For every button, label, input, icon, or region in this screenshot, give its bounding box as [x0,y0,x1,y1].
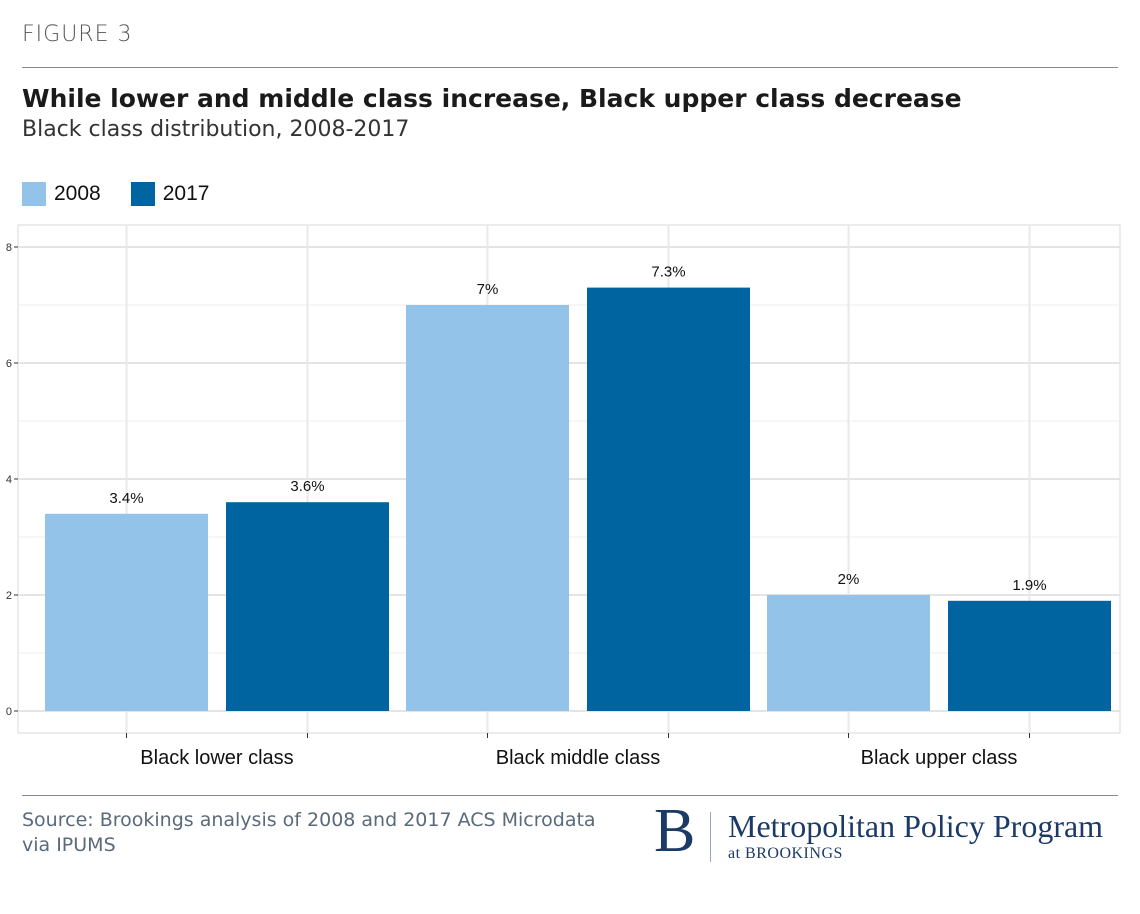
y-tick-label: 8 [6,242,12,254]
top-divider [22,67,1118,68]
bar-2008-black-upper-class [767,595,930,711]
chart-subtitle: Black class distribution, 2008-2017 [22,117,410,142]
legend-swatch-2017 [130,182,155,206]
legend-label-2008: 2008 [54,182,101,205]
logo-main-text: Metropolitan Policy Program [728,808,1104,844]
y-tick-label: 4 [6,474,12,486]
bar-value-label: 7.3% [651,264,685,281]
x-category-label: Black middle class [496,747,661,769]
source-note: Source: Brookings analysis of 2008 and 2… [22,809,596,856]
bar-value-label: 3.6% [290,478,324,495]
figure-label: FIGURE 3 [22,22,133,47]
legend-item-2017: 2017 [130,182,210,206]
bar-chart: 0 2 4 6 8 3.4% 3.6% 7% 7.3% 2% 1.9% Black lower cla… [6,224,1121,769]
x-category-label: Black upper class [861,747,1018,769]
legend-swatch-2008 [22,182,46,206]
legend: 2008 2017 [22,182,239,206]
y-tick-label: 6 [6,358,12,370]
brookings-logo: B Metropolitan Policy Program at BROOKIN… [654,800,1124,866]
legend-item-2008: 2008 [22,182,101,206]
bar-2017-black-upper-class [948,600,1111,711]
legend-label-2017: 2017 [162,182,210,205]
x-category-label: Black lower class [140,747,293,769]
bar-2008-black-lower-class [45,513,208,711]
chart-title: While lower and middle class increase, B… [22,84,962,113]
logo-sub-text: at BROOKINGS [728,845,843,862]
bottom-divider [22,795,1118,796]
bar-value-label: 7% [477,281,499,298]
y-tick-label: 0 [6,706,12,718]
bar-value-label: 2% [838,571,860,588]
logo-letter: B [654,797,696,865]
y-tick-label: 2 [6,590,12,602]
bar-2017-black-lower-class [226,502,389,711]
logo-divider [710,812,711,862]
bar-value-label: 3.4% [109,490,143,507]
bar-value-label: 1.9% [1012,577,1046,594]
bar-2017-black-middle-class [587,287,750,711]
bar-2008-black-middle-class [406,305,569,711]
